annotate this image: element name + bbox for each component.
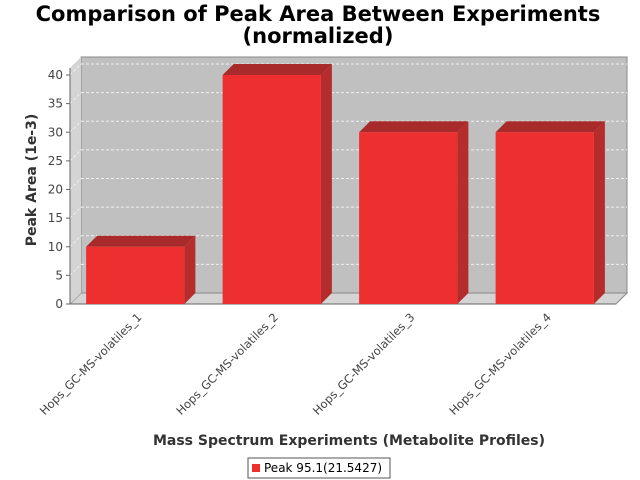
legend-box [247,457,391,479]
bar-side-face [320,64,332,304]
gridline-wall [69,206,82,219]
x-tick-label: Hops_GC-MS-volatiles_3 [310,310,417,417]
y-tick-label: 0 [55,297,63,311]
bar [222,64,332,304]
x-axis-label: Mass Spectrum Experiments (Metabolite Pr… [153,433,545,449]
gridline-wall [69,149,82,162]
legend-series-label: Peak 95.1(21.5427) [264,461,382,475]
gridline-wall [69,178,82,190]
bar-top-face [359,121,469,133]
x-tick-label: Hops_GC-MS-volatiles_2 [173,310,280,417]
bars [86,64,605,304]
chart-title-line-1: Comparison of Peak Area Between Experime… [36,2,601,26]
legend-swatch [252,464,260,472]
bar-top-face [86,235,196,247]
bar-side-face [457,121,469,304]
bar-front-face [86,246,185,304]
y-axis-label: Peak Area (1e-3) [24,114,40,247]
x-tick-label: Hops_GC-MS-volatiles_1 [37,310,144,417]
bar [495,121,605,304]
y-tick-label: 20 [48,183,63,197]
y-tick-label: 25 [48,154,63,168]
gridline-wall [69,92,82,104]
gridline-wall [69,120,82,133]
y-tick-label: 35 [48,97,63,111]
gridline-wall [69,63,82,76]
gridline-wall [69,235,82,248]
bar [359,121,469,304]
bar-side-face [593,121,605,304]
y-tick-label: 15 [48,211,63,225]
bar-top-face [222,64,332,75]
bar-front-face [222,75,321,304]
chart-title-line-2: (normalized) [243,24,394,48]
x-axis-tick-labels: Hops_GC-MS-volatiles_1 Hops_GC-MS-volatil… [37,310,554,417]
bar-side-face [184,235,196,304]
y-axis-ticks: 0 5 10 15 20 25 30 35 40 [48,68,70,311]
bar-front-face [359,132,458,304]
y-tick-label: 40 [48,68,63,82]
bar-front-face [495,132,594,304]
bar [86,235,196,304]
y-tick-label: 5 [55,268,63,282]
x-tick-label: Hops_GC-MS-volatiles_4 [446,310,553,417]
y-tick-label: 10 [48,240,63,254]
plot-left-wall [70,57,81,304]
legend: Peak 95.1(21.5427) [247,457,391,479]
bar-top-face [495,121,605,133]
gridline-wall [69,264,82,276]
y-tick-label: 30 [48,125,63,139]
